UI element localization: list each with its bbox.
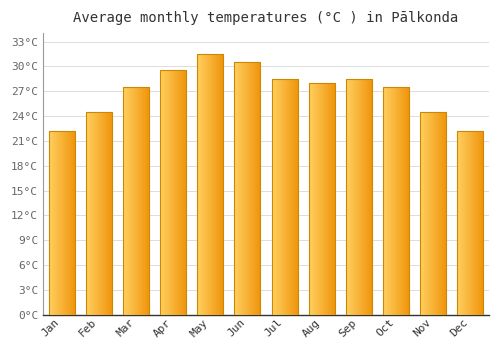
Bar xyxy=(420,112,446,315)
Bar xyxy=(160,70,186,315)
Bar xyxy=(308,83,334,315)
Bar xyxy=(86,112,112,315)
Bar xyxy=(123,87,149,315)
Bar xyxy=(383,87,409,315)
Bar xyxy=(346,79,372,315)
Bar xyxy=(458,131,483,315)
Bar xyxy=(197,54,223,315)
Title: Average monthly temperatures (°C ) in Pālkonda: Average monthly temperatures (°C ) in Pā… xyxy=(74,11,458,25)
Bar xyxy=(234,62,260,315)
Bar xyxy=(272,79,297,315)
Bar xyxy=(48,131,74,315)
